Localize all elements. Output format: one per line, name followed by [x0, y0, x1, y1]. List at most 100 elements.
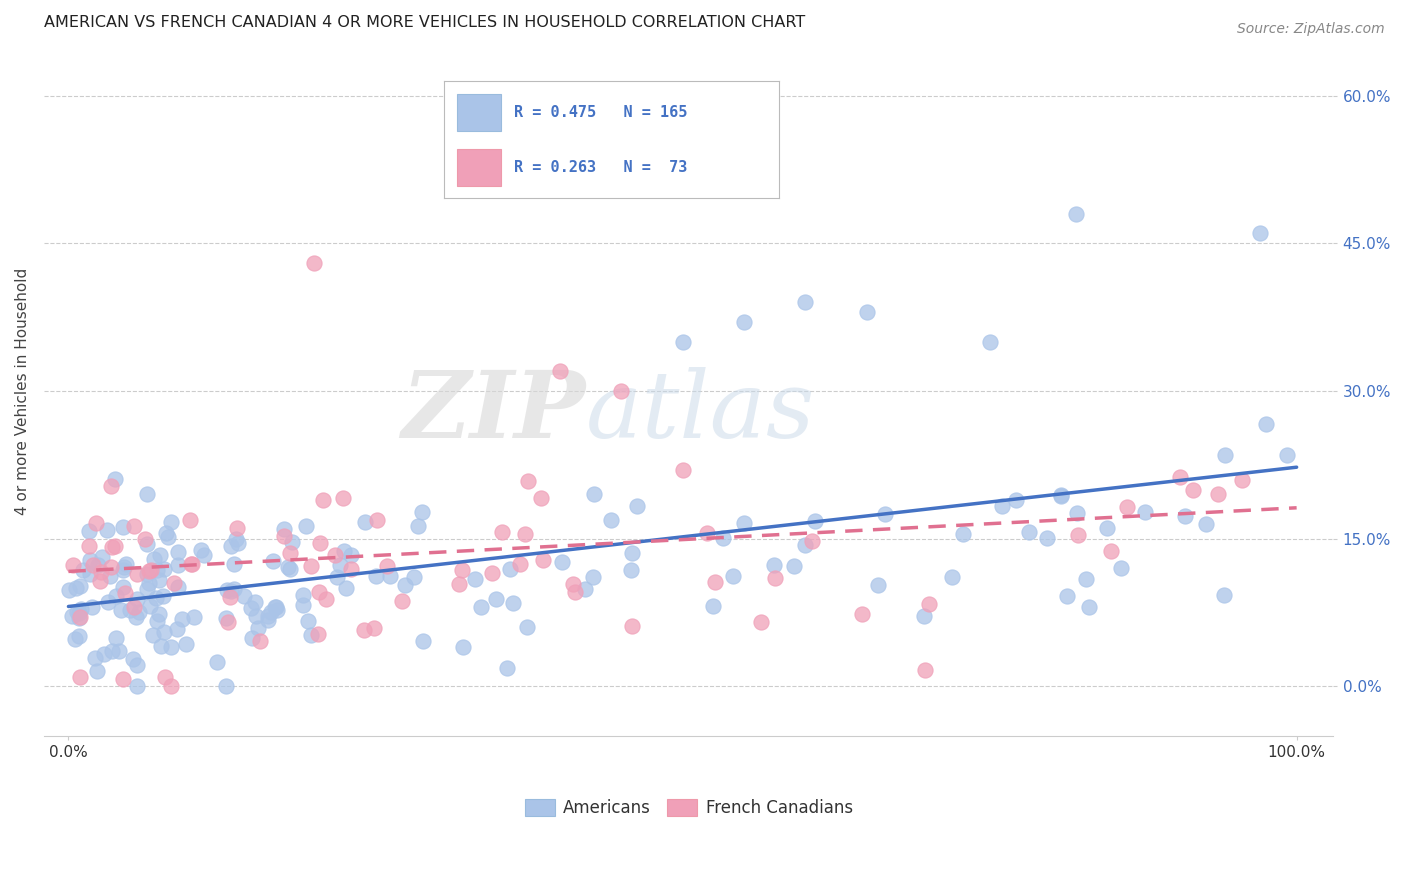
Point: [149, 549, 172, 563]
Point: [179, 513, 201, 527]
Point: [1066, 506, 1088, 520]
Point: [142, 628, 165, 642]
Point: [79, 539, 101, 553]
Point: [332, 491, 354, 505]
Point: [148, 573, 170, 587]
Point: [152, 590, 174, 604]
Point: [502, 596, 524, 610]
Point: [325, 570, 347, 584]
Point: [167, 545, 190, 559]
Point: [264, 599, 287, 614]
Point: [1174, 508, 1197, 523]
Point: [1067, 528, 1090, 542]
Point: [222, 582, 245, 596]
Point: [470, 599, 492, 614]
Point: [855, 305, 877, 319]
Point: [564, 584, 586, 599]
Point: [100, 479, 122, 493]
Point: [245, 609, 267, 624]
Point: [156, 530, 179, 544]
Point: [620, 619, 643, 633]
Point: [295, 518, 318, 533]
Point: [79, 553, 101, 567]
Point: [1206, 487, 1229, 501]
Point: [1099, 544, 1122, 558]
Point: [702, 599, 724, 614]
Point: [1095, 520, 1118, 534]
Point: [340, 562, 363, 576]
Point: [749, 615, 772, 629]
Point: [354, 515, 377, 529]
Point: [1195, 516, 1218, 531]
Point: [125, 566, 148, 581]
Point: [366, 513, 388, 527]
Point: [782, 559, 804, 574]
Point: [991, 500, 1014, 514]
Point: [120, 603, 142, 617]
Point: [111, 673, 134, 687]
Point: [166, 580, 188, 594]
Point: [148, 607, 170, 621]
Point: [1135, 505, 1157, 519]
Point: [58, 582, 80, 597]
Point: [105, 589, 128, 603]
Point: [1168, 470, 1191, 484]
Point: [733, 516, 755, 530]
Point: [292, 588, 315, 602]
Point: [391, 594, 413, 608]
Point: [233, 589, 256, 603]
Point: [146, 563, 169, 577]
Point: [86, 664, 108, 678]
Point: [353, 623, 375, 637]
Point: [804, 514, 827, 528]
Point: [1049, 488, 1071, 502]
Point: [142, 552, 165, 566]
Point: [1077, 599, 1099, 614]
Point: [219, 590, 242, 604]
Point: [941, 570, 963, 584]
Point: [136, 567, 159, 582]
Point: [1230, 473, 1253, 487]
Point: [918, 597, 941, 611]
Point: [240, 631, 263, 645]
Point: [516, 620, 538, 634]
Point: [257, 613, 280, 627]
Point: [69, 579, 91, 593]
Point: [763, 558, 786, 572]
Point: [98, 569, 121, 583]
Point: [226, 536, 249, 550]
Point: [548, 364, 571, 378]
Point: [65, 581, 87, 595]
Point: [91, 549, 114, 564]
Point: [101, 540, 124, 554]
Point: [256, 609, 278, 624]
Point: [411, 505, 433, 519]
Point: [101, 644, 124, 658]
Point: [159, 516, 181, 530]
Point: [190, 542, 212, 557]
Point: [146, 614, 169, 628]
Legend: Americans, French Canadians: Americans, French Canadians: [517, 792, 859, 823]
Point: [66, 605, 89, 619]
Point: [866, 578, 889, 592]
Point: [152, 625, 174, 640]
Point: [221, 539, 243, 553]
Point: [124, 609, 146, 624]
Point: [311, 492, 333, 507]
Text: ZIP: ZIP: [401, 367, 585, 457]
Point: [875, 508, 897, 522]
Point: [278, 546, 301, 560]
Point: [1254, 417, 1277, 432]
Point: [97, 595, 120, 609]
Point: [246, 622, 269, 636]
Point: [582, 570, 605, 584]
Text: atlas: atlas: [585, 367, 815, 457]
Point: [136, 487, 159, 501]
Point: [70, 602, 93, 616]
Y-axis label: 4 or more Vehicles in Household: 4 or more Vehicles in Household: [15, 268, 30, 515]
Point: [114, 586, 136, 600]
Point: [183, 609, 205, 624]
Point: [302, 256, 325, 270]
Point: [308, 584, 330, 599]
Point: [84, 516, 107, 531]
